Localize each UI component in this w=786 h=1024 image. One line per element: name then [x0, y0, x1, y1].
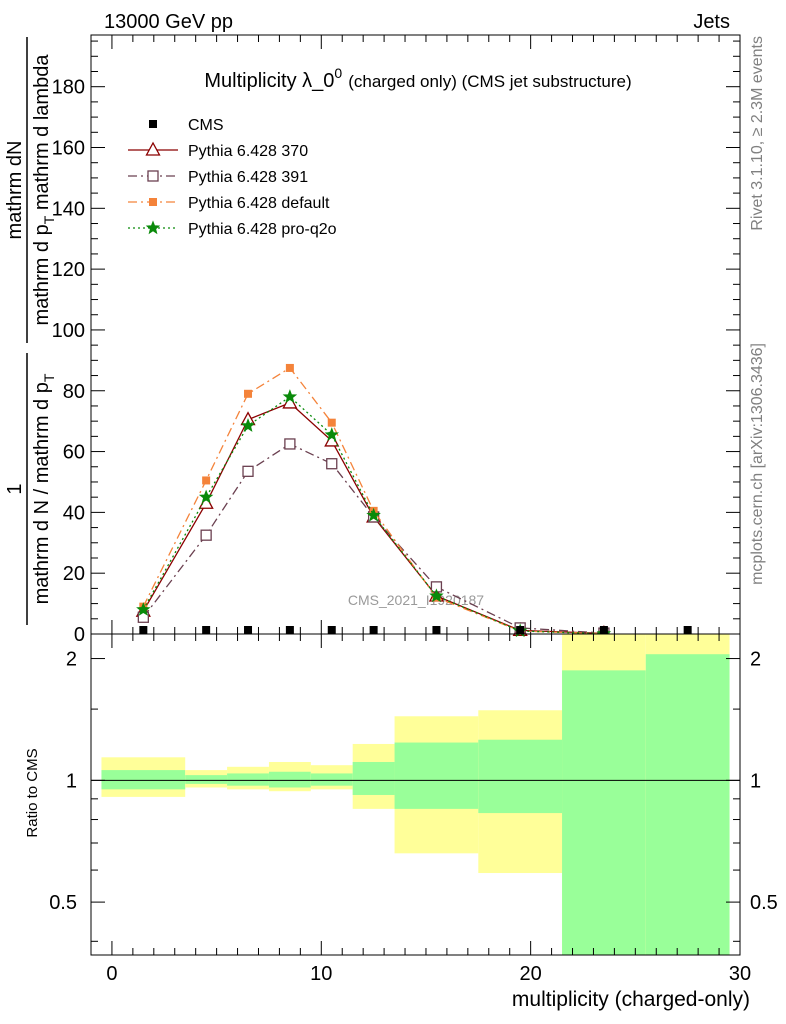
series-marker — [136, 602, 151, 616]
inner-uncertainty-band — [645, 654, 730, 955]
main-y-label: 1 mathrm d N / mathrm d pT mathrm dN mat… — [4, 37, 57, 625]
series-marker — [242, 465, 254, 477]
series-marker — [429, 588, 444, 603]
ratio-tick-label-right: 0.5 — [750, 892, 778, 914]
y-tick-label: 40 — [63, 502, 85, 524]
x-axis-label: multiplicity (charged-only) — [512, 988, 750, 1011]
series-marker — [244, 389, 253, 398]
watermark: CMS_2021_I1920187 — [348, 592, 484, 608]
y-tick-label: 180 — [52, 77, 85, 99]
legend: CMS Pythia 6.428 370 Pythia 6.428 391 Pythi… — [128, 117, 337, 238]
series-marker — [285, 363, 294, 372]
legend-label: Pythia 6.428 pro-q2o — [188, 221, 337, 238]
cms-data-point — [683, 626, 692, 634]
inner-uncertainty-band — [352, 761, 395, 795]
y-label-prefix-num: 1 — [4, 483, 26, 494]
x-tick-label: 10 — [310, 963, 332, 985]
series-line — [142, 443, 604, 634]
chart-title: Multiplicity λ_00 (charged only) (CMS jet… — [204, 65, 631, 92]
y-tick-label: 100 — [52, 320, 85, 342]
y-tick-label: 60 — [63, 442, 85, 464]
series-marker — [327, 418, 336, 427]
ratio-y-axis: 0.5 0.5 1 1 2 2 — [49, 649, 778, 942]
cms-data-point — [202, 626, 211, 634]
cms-data-point — [516, 626, 525, 634]
x-tick-label: 0 — [106, 963, 117, 985]
y-label-prefix-den-text: mathrm d N / mathrm d p — [31, 382, 53, 604]
y-tick-label: 120 — [52, 259, 85, 281]
y-tick-label: 160 — [52, 138, 85, 160]
ratio-frame — [90, 633, 741, 956]
cms-data-point — [327, 626, 336, 634]
cms-data-point — [369, 626, 378, 634]
y-label-den-sub: T — [41, 215, 57, 224]
inner-uncertainty-band — [478, 739, 563, 814]
legend-marker — [145, 220, 161, 235]
legend-label: Pythia 6.428 391 — [188, 169, 308, 186]
ratio-tick-label: 0.5 — [49, 892, 77, 914]
inner-uncertainty-band — [310, 773, 353, 786]
legend-marker — [145, 141, 161, 156]
y-label-den: mathrm d pT mathrm d lambda — [31, 54, 57, 326]
y-label-prefix-den: mathrm d N / mathrm d pT — [31, 373, 57, 604]
legend-label: Pythia 6.428 370 — [188, 143, 308, 160]
y-label-num: mathrm dN — [4, 141, 26, 240]
series-marker — [282, 389, 298, 403]
inner-uncertainty-band — [185, 775, 228, 784]
ratio-tick-label: 2 — [66, 649, 77, 671]
chart-subtitle: (charged only) (CMS jet substructure) — [348, 72, 631, 91]
series-marker — [284, 438, 296, 450]
x-tick-label: 20 — [520, 963, 542, 985]
y-tick-label: 0 — [74, 624, 85, 646]
ratio-tick-label: 1 — [66, 770, 77, 792]
header-left: 13000 GeV pp — [104, 11, 233, 33]
y-label-den-rest: mathrm d lambda — [31, 54, 53, 216]
legend-label: Pythia 6.428 default — [188, 195, 330, 212]
series-marker — [366, 507, 381, 522]
series-marker — [240, 418, 256, 432]
inner-uncertainty-band — [394, 742, 479, 809]
ratio-bands — [101, 634, 730, 955]
series-line — [142, 395, 604, 635]
series-marker — [326, 458, 338, 470]
cms-data-point — [139, 626, 148, 634]
y-tick-label: 140 — [52, 198, 85, 220]
ratio-tick-label-right: 1 — [750, 770, 761, 792]
legend-marker — [147, 170, 159, 182]
ratio-x-axis: 0 10 20 30 — [106, 634, 751, 985]
ratio-panel: 0.5 0.5 1 1 2 2 0 10 20 30 Ratio to CMS multipli… — [24, 633, 778, 1011]
y-label-den-text: mathrm d p — [31, 224, 53, 325]
inner-uncertainty-band — [101, 770, 186, 790]
main-y-axis: 0 20 40 60 80 100 120 140 160 180 — [52, 40, 740, 646]
inner-uncertainty-band — [227, 773, 269, 786]
legend-label-cms: CMS — [188, 117, 224, 134]
series-marker — [324, 427, 339, 442]
series-marker — [198, 489, 214, 504]
y-tick-label: 20 — [63, 563, 85, 585]
legend-marker-cms — [149, 120, 157, 128]
chart-title-sup: 0 — [334, 65, 342, 81]
y-label-prefix-den-sub: T — [41, 373, 57, 382]
inner-uncertainty-band — [268, 771, 311, 788]
cms-data-point — [244, 626, 253, 634]
cms-data-point — [285, 626, 294, 634]
mcplots-label: mcplots.cern.ch [arXiv:1306.3436] — [749, 343, 766, 585]
inner-uncertainty-band — [562, 670, 646, 955]
chart-title-main: Multiplicity λ_0 — [204, 70, 334, 92]
cms-data-point — [599, 626, 608, 634]
cms-points — [139, 626, 692, 634]
x-tick-label: 30 — [729, 963, 751, 985]
y-tick-label: 80 — [63, 381, 85, 403]
legend-marker — [149, 198, 157, 206]
cms-data-point — [432, 626, 441, 634]
ratio-y-label: Ratio to CMS — [24, 748, 41, 837]
series-marker — [200, 529, 212, 541]
ratio-tick-label-right: 2 — [750, 649, 761, 671]
header-right: Jets — [693, 11, 730, 33]
rivet-label: Rivet 3.1.10, ≥ 2.3M events — [749, 36, 766, 231]
series-marker — [202, 476, 211, 485]
